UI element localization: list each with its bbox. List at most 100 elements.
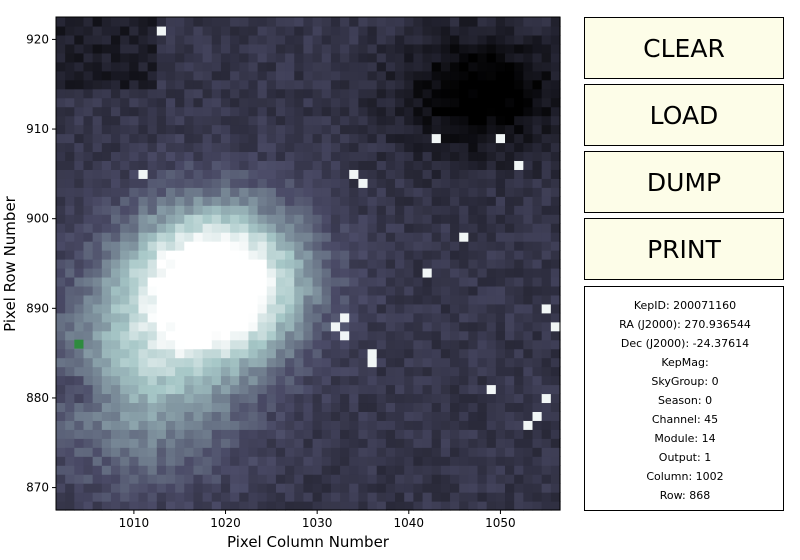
pixel-cell[interactable] [165,276,176,287]
pixel-cell[interactable] [367,79,378,90]
pixel-cell[interactable] [138,474,149,484]
pixel-cell[interactable] [101,250,112,260]
pixel-cell[interactable] [56,61,66,72]
pixel-cell[interactable] [395,411,405,421]
pixel-cell[interactable] [340,321,350,332]
pixel-cell[interactable] [431,456,442,466]
pixel-cell[interactable] [312,124,323,135]
pixel-cell[interactable] [257,196,268,206]
pixel-cell[interactable] [422,232,433,242]
pixel-cell[interactable] [56,357,66,368]
pixel-cell[interactable] [184,366,195,377]
pixel-cell[interactable] [120,492,130,502]
pixel-cell[interactable] [184,232,195,242]
pixel-cell[interactable] [505,474,515,484]
pixel-cell[interactable] [175,330,185,341]
pixel-cell[interactable] [514,169,524,179]
pixel-cell[interactable] [266,160,277,170]
pixel-cell[interactable] [285,330,295,341]
pixel-cell[interactable] [248,456,259,466]
pixel-cell[interactable] [514,357,524,368]
pixel-cell[interactable] [184,267,195,278]
pixel-cell[interactable] [367,456,378,466]
pixel-cell[interactable] [65,259,75,269]
pixel-cell[interactable] [202,34,213,45]
pixel-cell[interactable] [376,492,387,502]
pixel-cell[interactable] [275,34,286,45]
pixel-cell[interactable] [321,151,332,162]
pixel-cell[interactable] [312,411,323,421]
pixel-cell[interactable] [358,465,369,475]
pixel-cell[interactable] [376,501,387,511]
pixel-cell[interactable] [349,106,359,117]
pixel-cell[interactable] [184,133,195,144]
pixel-cell[interactable] [92,133,103,144]
pixel-cell[interactable] [514,474,524,484]
pixel-cell[interactable] [294,438,305,448]
pixel-cell[interactable] [303,411,314,421]
pixel-cell[interactable] [138,492,149,502]
pixel-cell[interactable] [74,133,85,144]
pixel-cell[interactable] [486,241,497,251]
pixel-cell[interactable] [257,88,268,99]
pixel-cell[interactable] [495,70,506,81]
pixel-cell[interactable] [385,366,396,377]
pixel-cell[interactable] [303,474,314,484]
pixel-cell[interactable] [110,420,121,430]
pixel-cell[interactable] [101,276,112,287]
pixel-cell[interactable] [550,214,561,224]
pixel-cell[interactable] [129,97,140,108]
pixel-cell[interactable] [220,223,231,233]
pixel-cell[interactable] [156,223,167,233]
pixel-cell[interactable] [385,438,396,448]
pixel-cell[interactable] [74,241,85,251]
pixel-cell[interactable] [65,142,75,153]
pixel-cell[interactable] [514,465,524,475]
pixel-cell[interactable] [65,25,75,36]
pixel-cell[interactable] [92,492,103,502]
pixel-cell[interactable] [367,375,378,386]
pixel-cell[interactable] [395,241,405,251]
pixel-cell[interactable] [404,52,414,63]
pixel-cell[interactable] [294,384,305,395]
pixel-cell[interactable] [294,124,305,135]
pixel-cell[interactable] [175,276,185,287]
pixel-cell[interactable] [550,465,561,475]
pixel-cell[interactable] [477,339,488,350]
pixel-cell[interactable] [422,420,433,430]
pixel-cell[interactable] [248,223,259,233]
pixel-cell[interactable] [459,79,469,90]
pixel-cell[interactable] [74,17,85,27]
pixel-cell[interactable] [257,79,268,90]
pixel-cell[interactable] [495,438,506,448]
pixel-cell[interactable] [541,17,552,27]
pixel-cell[interactable] [514,411,524,421]
pixel-cell[interactable] [266,61,277,72]
pixel-cell[interactable] [358,492,369,502]
pixel-cell[interactable] [193,339,204,350]
pixel-cell[interactable] [450,115,460,126]
pixel-cell[interactable] [541,294,552,305]
pixel-cell[interactable] [211,357,222,368]
pixel-cell[interactable] [74,312,85,323]
pixel-cell[interactable] [120,294,130,305]
pixel-cell[interactable] [468,447,479,457]
pixel-cell[interactable] [257,339,268,350]
pixel-cell[interactable] [175,34,185,45]
pixel-cell[interactable] [193,142,204,153]
pixel-cell[interactable] [101,61,112,72]
pixel-cell[interactable] [330,348,341,359]
pixel-cell[interactable] [285,339,295,350]
pixel-cell[interactable] [120,501,130,511]
pixel-cell[interactable] [202,232,213,242]
pixel-cell[interactable] [340,205,350,215]
pixel-cell[interactable] [376,411,387,421]
pixel-cell[interactable] [358,34,369,45]
pixel-cell[interactable] [211,285,222,296]
pixel-cell[interactable] [120,402,130,412]
pixel-cell[interactable] [440,501,451,511]
pixel-cell[interactable] [239,259,250,269]
pixel-cell[interactable] [422,178,433,188]
pixel-cell[interactable] [92,52,103,63]
pixel-cell[interactable] [303,169,314,179]
